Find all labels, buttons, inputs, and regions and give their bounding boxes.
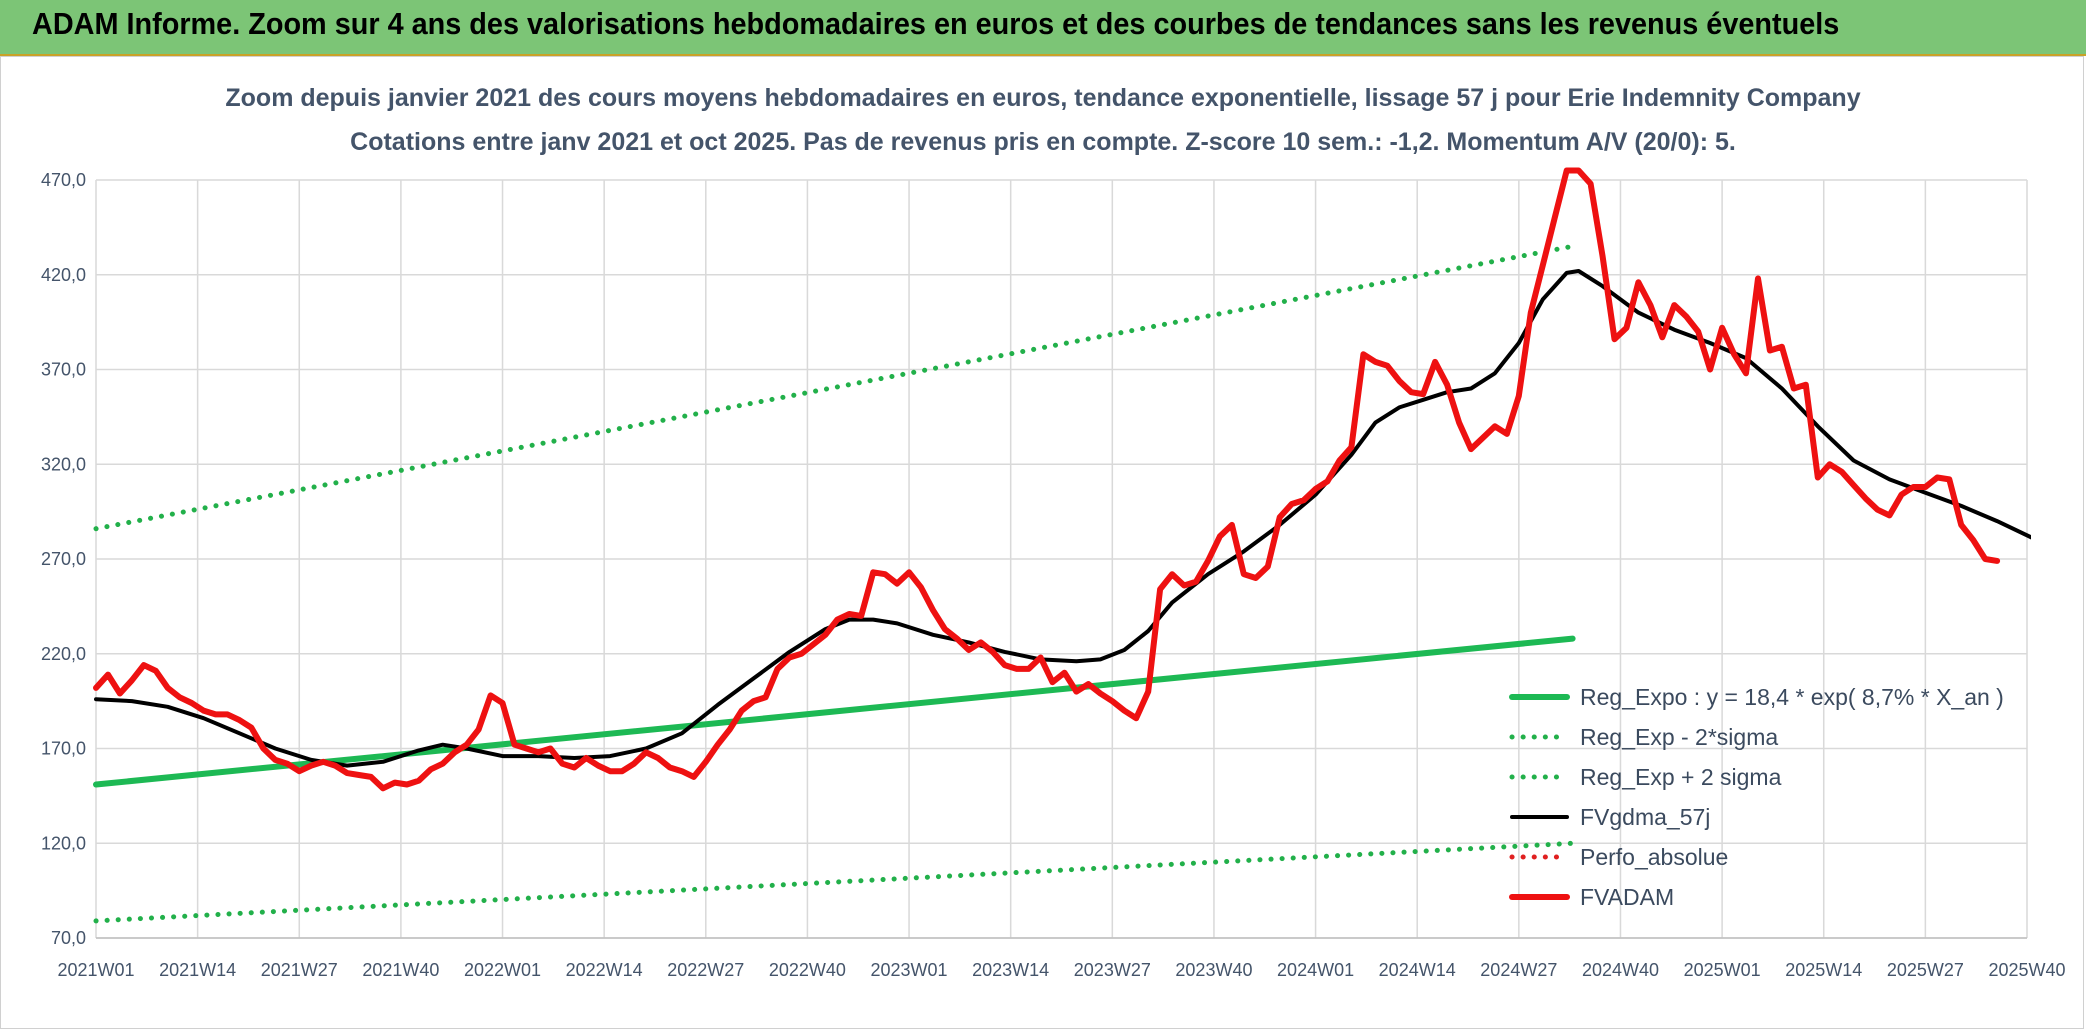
- x-tick-label: 2021W40: [362, 960, 439, 980]
- legend-entry: Reg_Expo : y = 18,4 * exp( 8,7% * X_an ): [1580, 684, 2004, 710]
- x-tick-label: 2024W01: [1277, 960, 1354, 980]
- series-reg-expo: [93, 635, 1576, 788]
- x-tick-label: 2022W01: [464, 960, 541, 980]
- x-tick-label: 2021W27: [261, 960, 338, 980]
- report-header: ADAM Informe. Zoom sur 4 ans des valoris…: [0, 0, 2086, 56]
- y-tick-label: 170,0: [41, 739, 86, 759]
- x-tick-label: 2023W27: [1074, 960, 1151, 980]
- chart-frame: [0, 56, 2084, 1029]
- legend-entry: Perfo_absolue: [1580, 844, 1728, 870]
- x-tick-label: 2021W14: [159, 960, 236, 980]
- chart-subtitle: Cotations entre janv 2021 et oct 2025. P…: [350, 128, 1736, 156]
- series-reg-exp-2-sigma: [93, 243, 1576, 532]
- y-tick-label: 220,0: [41, 644, 86, 664]
- y-tick-label: 320,0: [41, 454, 86, 474]
- series-reg-exp-2-sigma: [93, 840, 1576, 924]
- y-tick-label: 470,0: [41, 170, 86, 190]
- x-tick-label: 2025W14: [1785, 960, 1862, 980]
- y-tick-label: 420,0: [41, 265, 86, 285]
- x-tick-label: 2023W01: [871, 960, 948, 980]
- x-tick-label: 2021W01: [57, 960, 134, 980]
- x-tick-label: 2022W14: [566, 960, 643, 980]
- x-tick-label: 2023W40: [1175, 960, 1252, 980]
- report-title: ADAM Informe. Zoom sur 4 ans des valoris…: [32, 6, 1840, 41]
- y-tick-label: 120,0: [41, 833, 86, 853]
- legend-entry: Reg_Exp - 2*sigma: [1580, 724, 1778, 750]
- x-tick-label: 2024W27: [1480, 960, 1557, 980]
- y-tick-label: 270,0: [41, 549, 86, 569]
- series-fvadam: [93, 167, 2001, 792]
- x-tick-label: 2022W40: [769, 960, 846, 980]
- legend-entry: Reg_Exp + 2 sigma: [1580, 764, 1782, 790]
- x-tick-label: 2025W27: [1887, 960, 1964, 980]
- chart-title: Zoom depuis janvier 2021 des cours moyen…: [225, 84, 1861, 112]
- x-tick-label: 2025W01: [1684, 960, 1761, 980]
- legend-entry: FVADAM: [1580, 884, 1674, 910]
- x-tick-label: 2022W27: [667, 960, 744, 980]
- x-tick-label: 2024W40: [1582, 960, 1659, 980]
- x-tick-label: 2023W14: [972, 960, 1049, 980]
- y-tick-label: 70,0: [51, 928, 86, 948]
- x-tick-label: 2024W14: [1379, 960, 1456, 980]
- y-tick-label: 370,0: [41, 360, 86, 380]
- x-tick-label: 2025W40: [1988, 960, 2065, 980]
- legend-entry: FVgdma_57j: [1580, 804, 1710, 830]
